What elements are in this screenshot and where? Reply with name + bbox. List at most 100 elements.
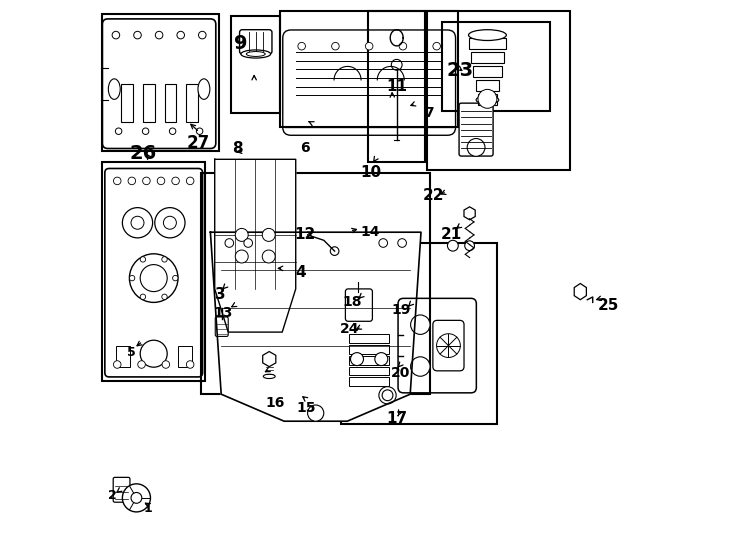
Bar [200,173,430,394]
Circle shape [157,177,164,185]
FancyBboxPatch shape [215,317,228,336]
Circle shape [351,353,363,366]
Bar [473,66,501,77]
Bar [349,356,390,364]
Polygon shape [215,159,296,332]
FancyBboxPatch shape [113,477,130,502]
Circle shape [142,128,149,134]
Bar [368,11,425,162]
FancyBboxPatch shape [239,30,272,54]
Circle shape [465,241,474,251]
Text: 7: 7 [424,106,433,120]
Circle shape [308,405,324,421]
Circle shape [131,216,144,229]
Bar [186,84,198,122]
Circle shape [235,250,248,263]
Bar [231,16,280,113]
Circle shape [332,43,339,50]
Circle shape [379,387,396,404]
Polygon shape [211,232,421,421]
Bar [116,346,130,367]
Circle shape [161,294,167,300]
Bar [476,80,499,91]
Bar [471,52,504,63]
Circle shape [172,275,178,281]
Circle shape [244,239,252,247]
Text: 20: 20 [390,366,410,380]
Text: 24: 24 [340,322,360,336]
Text: 11: 11 [386,79,407,94]
Circle shape [140,256,145,262]
Text: 21: 21 [440,227,462,242]
Circle shape [112,31,120,39]
Text: 27: 27 [187,134,210,152]
Bar [103,14,219,151]
Text: 12: 12 [294,227,316,242]
Text: 5: 5 [127,346,136,359]
Text: 6: 6 [300,141,310,156]
Text: 1: 1 [144,502,153,515]
Ellipse shape [476,96,499,104]
Circle shape [197,128,203,134]
Circle shape [262,228,275,241]
Circle shape [186,361,194,368]
Text: 26: 26 [129,144,156,164]
FancyBboxPatch shape [346,289,372,321]
Bar [341,243,497,424]
Circle shape [379,239,388,247]
Circle shape [398,239,407,247]
Bar [247,349,292,392]
Circle shape [172,177,179,185]
Polygon shape [574,284,586,300]
Bar [164,84,176,122]
Bar [121,84,133,122]
Circle shape [330,247,339,255]
Circle shape [186,177,194,185]
Text: 19: 19 [391,303,411,318]
Circle shape [391,59,402,70]
Bar [349,345,390,354]
Circle shape [366,43,373,50]
Circle shape [155,207,185,238]
Text: 9: 9 [234,33,248,53]
Bar [349,367,390,375]
Circle shape [142,177,150,185]
Bar [427,11,570,170]
Text: 16: 16 [266,396,285,410]
Bar [468,38,506,49]
Text: 10: 10 [360,165,382,180]
Circle shape [467,138,485,157]
Bar [103,162,205,381]
Circle shape [123,207,153,238]
Text: 17: 17 [386,411,407,426]
Text: 23: 23 [446,60,473,80]
Bar [349,377,390,386]
Circle shape [375,353,388,366]
Text: 13: 13 [213,306,233,320]
Circle shape [114,361,121,368]
Circle shape [177,31,184,39]
Bar [143,84,155,122]
Circle shape [114,177,121,185]
Polygon shape [263,352,276,367]
Bar [478,94,497,105]
Circle shape [123,484,150,512]
Circle shape [478,90,497,108]
FancyBboxPatch shape [459,103,493,156]
Ellipse shape [198,79,210,99]
Circle shape [433,43,440,50]
Circle shape [448,240,458,251]
Bar [280,11,458,127]
Circle shape [140,294,145,300]
Circle shape [134,31,141,39]
Text: 22: 22 [424,188,445,203]
Ellipse shape [109,79,120,99]
Circle shape [170,128,176,134]
Circle shape [262,250,275,263]
Text: 4: 4 [296,265,306,280]
Text: 8: 8 [232,141,243,156]
Text: 18: 18 [342,295,362,309]
Text: 25: 25 [598,298,619,313]
Circle shape [156,31,163,39]
Circle shape [131,492,142,503]
